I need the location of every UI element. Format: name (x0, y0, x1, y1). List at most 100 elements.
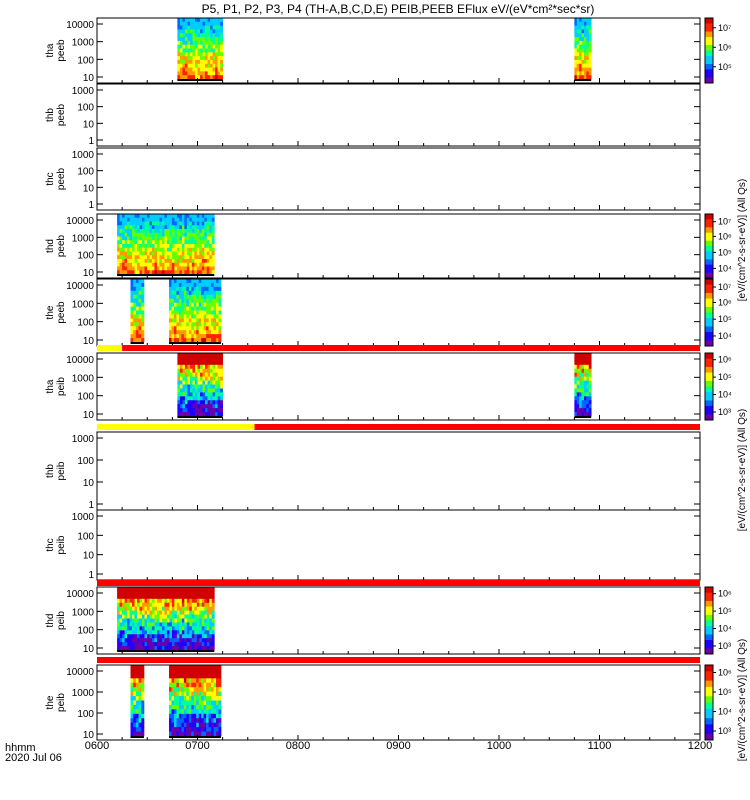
spectrogram-cell (176, 630, 180, 635)
spectrogram-cell (124, 214, 128, 219)
spectrogram-cell (188, 279, 192, 284)
spectrogram-cell (161, 618, 165, 623)
spectrogram-cell (139, 594, 143, 600)
colorbar-swatch (705, 343, 713, 347)
spectrogram-cell (574, 56, 578, 61)
spectrogram-cell (209, 602, 213, 608)
colorbar-swatch (705, 47, 713, 51)
spectrogram-cell (218, 682, 222, 688)
spectrogram-cell (574, 44, 578, 49)
spectrogram-cell (189, 29, 193, 34)
spectrogram-cell (583, 396, 587, 401)
spectrogram-cell (119, 232, 123, 237)
y-tick-label: 100 (77, 167, 94, 178)
spectrogram-cell (198, 322, 202, 327)
colorbar-swatch (705, 587, 713, 591)
colorbar-swatch (705, 238, 713, 242)
spectrogram-cell (181, 314, 185, 319)
spectrogram-cell (203, 691, 207, 697)
spectrogram-cell (194, 646, 198, 651)
spectrogram-cell (186, 722, 190, 728)
spectrogram-cell (182, 353, 186, 358)
spectrogram-cell (217, 384, 221, 389)
colorbar-swatch (705, 295, 713, 299)
spectrogram-cell (194, 630, 198, 635)
spectrogram-cell (138, 302, 142, 307)
spectrogram-cell (210, 40, 213, 46)
spectrogram-cell (213, 696, 217, 701)
spectrogram-cell (187, 67, 191, 72)
spectrogram-cell (122, 255, 125, 260)
spectrogram-cell (194, 59, 198, 65)
panel-label-probe: thd (45, 239, 56, 253)
spectrogram-cell (173, 338, 177, 343)
spectrogram-cell (183, 298, 187, 304)
spectrogram-cell (216, 682, 219, 688)
spectrogram-cell (583, 364, 587, 370)
spectrogram-cell (133, 700, 137, 706)
spectrogram-cell (579, 396, 582, 401)
spectrogram-cell (156, 225, 160, 230)
spectrogram-cell (141, 700, 145, 706)
spectrogram-cell (176, 687, 180, 693)
spectrogram-cell (124, 262, 128, 267)
spectrogram-cell (211, 727, 214, 732)
spectrogram-cell (186, 731, 190, 737)
spectrogram-cell (169, 259, 173, 264)
spectrogram-cell (588, 396, 592, 401)
spectrogram-cell (205, 56, 208, 61)
spectrogram-cell (181, 673, 185, 679)
spectrogram-cell (144, 630, 148, 635)
spectrogram-cell (184, 262, 188, 267)
spectrogram-cell (194, 388, 198, 393)
spectrogram-cell (192, 368, 196, 374)
spectrogram-cell (207, 67, 211, 72)
spectrogram-cell (173, 334, 177, 339)
spectrogram-cell (199, 221, 203, 226)
spectrogram-cell (211, 225, 215, 230)
spectrogram-cell (141, 302, 145, 307)
potential-trace (177, 416, 223, 418)
spectrogram-cell (583, 368, 587, 374)
spectrogram-cell (122, 630, 125, 635)
spectrogram-cell (189, 400, 193, 405)
spectrogram-cell (174, 240, 178, 245)
spectrogram-cell (171, 214, 175, 219)
spectrogram-cell (178, 286, 182, 292)
spectrogram-cell (217, 29, 221, 34)
spectrogram-cell (192, 33, 196, 38)
spectrogram-cell (135, 302, 139, 307)
spectrogram-cell (144, 229, 148, 234)
date-label: 2020 Jul 06 (5, 752, 62, 764)
spectrogram-cell (183, 713, 187, 719)
colorbar-swatch (705, 364, 713, 368)
spectrogram-cell (117, 614, 120, 619)
spectrogram-cell (178, 700, 182, 706)
spectrogram-cell (204, 236, 208, 241)
spectrogram-cell (216, 310, 219, 315)
spectrogram-cell (159, 622, 163, 627)
spectrogram-cell (127, 259, 130, 264)
spectrogram-cell (124, 610, 128, 615)
spectrogram-cell (171, 334, 175, 339)
spectrogram-cell (130, 318, 134, 323)
spectrogram-cell (132, 247, 135, 252)
spectrogram-cell (183, 731, 187, 737)
spectrogram-cell (181, 642, 185, 647)
spectrogram-cell (196, 598, 200, 604)
spectrogram-cell (127, 225, 130, 230)
spectrogram-cell (127, 606, 130, 612)
spectrogram-cell (211, 678, 214, 684)
spectrogram-cell (122, 221, 125, 226)
spectrogram-cell (178, 330, 182, 335)
spectrogram-cell (124, 247, 128, 252)
spectrogram-cell (176, 334, 180, 339)
spectrogram-cell (186, 602, 190, 608)
spectrogram-cell (220, 372, 224, 378)
spectrogram-cell (151, 590, 155, 596)
colorbar-swatch (705, 301, 713, 305)
spectrogram-cell (220, 56, 224, 61)
x-tick-label: 1000 (487, 740, 511, 752)
y-tick-label: 100 (77, 103, 94, 114)
spectrogram-cell (135, 279, 139, 284)
